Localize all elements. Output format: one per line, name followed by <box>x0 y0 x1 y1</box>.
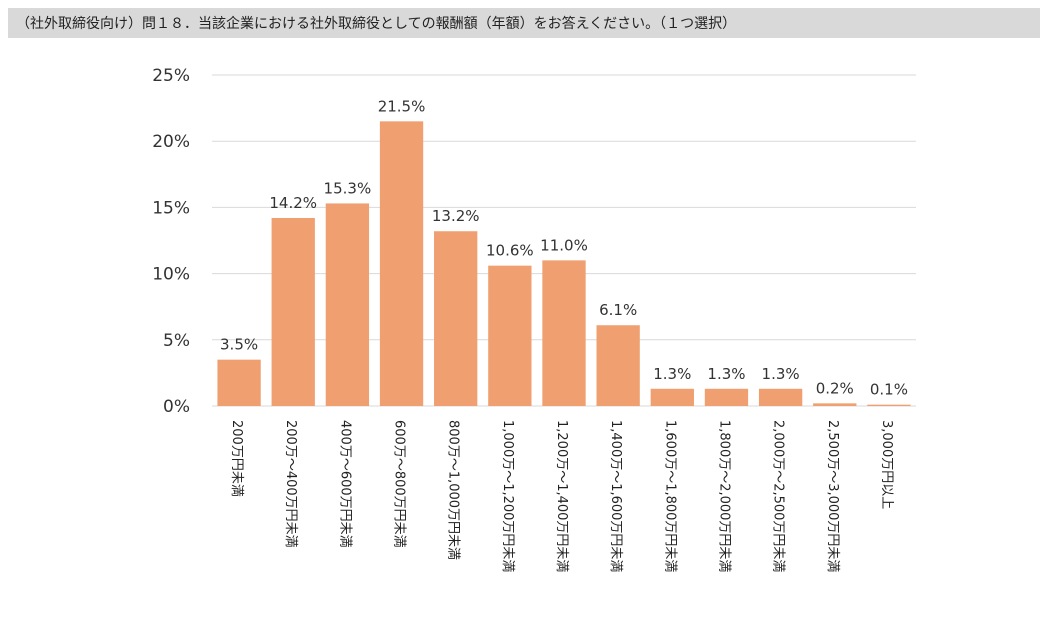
category-label: 1,600万～1,800万円未満 <box>662 420 677 572</box>
data-label: 1.3% <box>707 365 745 383</box>
data-label: 15.3% <box>324 179 372 197</box>
data-label: 14.2% <box>269 194 317 212</box>
data-label: 6.1% <box>599 301 637 319</box>
bar <box>217 359 261 406</box>
bar <box>650 388 694 406</box>
y-tick-label: 0% <box>163 397 190 417</box>
y-tick-label: 25% <box>152 66 190 86</box>
bar <box>271 217 315 406</box>
y-tick-label: 20% <box>152 132 190 152</box>
bar <box>542 260 586 406</box>
category-label: 3,000万円以上 <box>879 420 894 509</box>
data-label: 1.3% <box>653 365 691 383</box>
category-label: 1,800万～2,000万円未満 <box>716 420 731 572</box>
data-label: 1.3% <box>762 365 800 383</box>
y-axis-ticks: 0% 5% 10% 15% 20% 25% <box>152 66 190 417</box>
category-label: 600万～800万円未満 <box>392 420 407 548</box>
category-label: 1,200万～1,400万円未満 <box>554 420 569 572</box>
data-labels: 3.5% 14.2% 15.3% 21.5% 13.2% 10.6% 11.0% 6.1% 1.… <box>220 97 908 398</box>
y-tick-label: 15% <box>152 198 190 218</box>
bar <box>867 404 911 406</box>
category-label: 2,500万～3,000万円未満 <box>825 420 840 572</box>
category-label: 2,000万～2,500万円未満 <box>771 420 786 572</box>
bars <box>217 121 911 406</box>
y-tick-label: 5% <box>163 331 190 351</box>
category-label: 200万～400万円未満 <box>283 420 298 548</box>
data-label: 3.5% <box>220 336 258 354</box>
data-label: 0.2% <box>816 379 854 397</box>
data-label: 10.6% <box>486 242 534 260</box>
bar <box>379 121 424 406</box>
category-label: 200万円未満 <box>229 420 244 497</box>
category-label: 800万～1,000万円未満 <box>446 420 461 560</box>
bar <box>596 325 640 406</box>
category-label: 1,400万～1,600万円未満 <box>608 420 623 572</box>
bar <box>758 388 803 406</box>
bar <box>325 203 370 406</box>
data-label: 11.0% <box>540 236 588 254</box>
question-header: （社外取締役向け）問１８．当該企業における社外取締役としての報酬額（年額）をお答… <box>8 8 1040 38</box>
data-label: 0.1% <box>870 381 908 399</box>
bar <box>488 265 532 406</box>
bar <box>434 231 478 406</box>
category-label: 400万～600万円未満 <box>337 420 352 548</box>
data-label: 13.2% <box>432 207 480 225</box>
bar <box>704 388 749 406</box>
data-label: 21.5% <box>378 97 426 115</box>
question-text: （社外取締役向け）問１８．当該企業における社外取締役としての報酬額（年額）をお答… <box>16 16 737 32</box>
x-axis-categories: 200万円未満 200万～400万円未満 400万～600万円未満 600万～800万… <box>229 420 894 572</box>
bar <box>813 403 857 406</box>
category-label: 1,000万～1,200万円未満 <box>500 420 515 572</box>
y-tick-label: 10% <box>152 265 190 285</box>
